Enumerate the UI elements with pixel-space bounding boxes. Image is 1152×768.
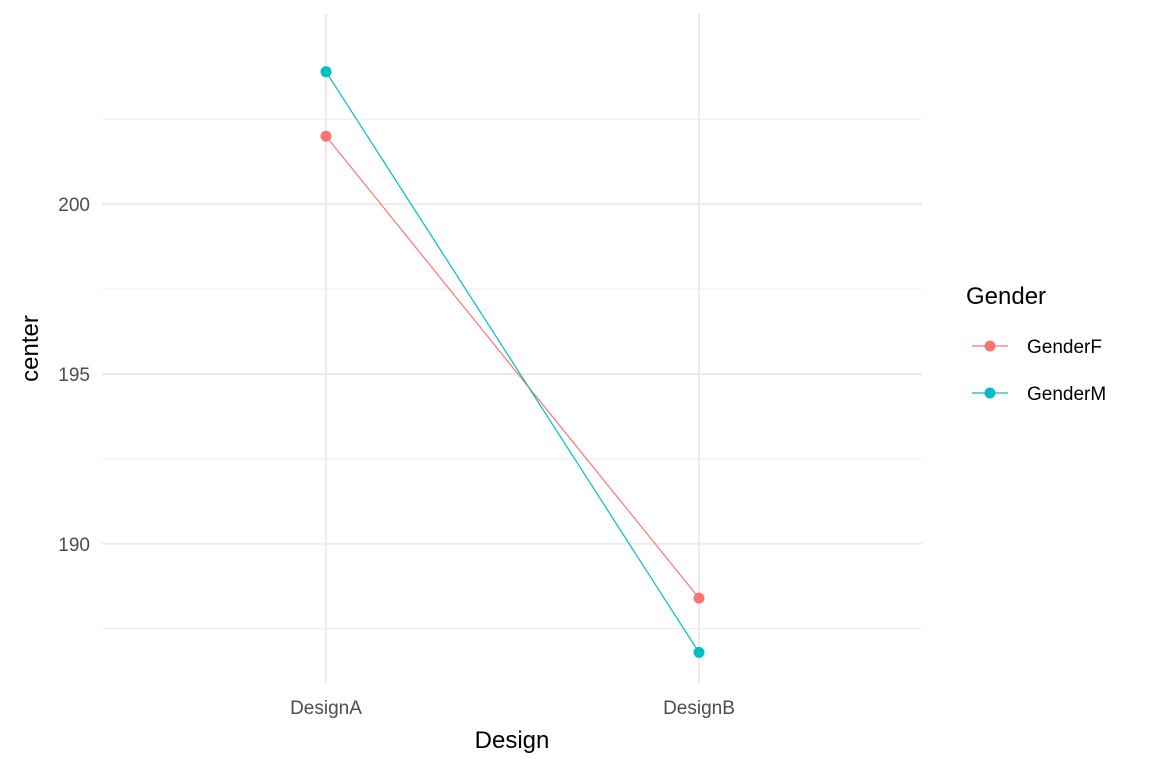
legend-key-point xyxy=(984,387,996,399)
legend-label: GenderF xyxy=(1027,337,1102,358)
legend-key-point xyxy=(984,340,996,352)
legend-title: Gender xyxy=(966,283,1046,310)
y-tick-label: 195 xyxy=(58,365,90,386)
data-point-GenderM xyxy=(693,646,705,658)
y-tick-label: 200 xyxy=(58,195,90,216)
y-axis-title: center xyxy=(17,315,44,382)
series-line-GenderF xyxy=(325,135,700,599)
legend: Gender GenderF GenderM xyxy=(966,283,1106,405)
x-tick-label: DesignB xyxy=(663,698,735,719)
legend-items: GenderF GenderM xyxy=(972,337,1106,405)
x-axis-title: Design xyxy=(475,727,550,754)
data-point-GenderF xyxy=(320,130,332,142)
grid-lines xyxy=(102,14,922,683)
data-point-GenderF xyxy=(693,592,705,604)
axes: 190 195 200 DesignA DesignB xyxy=(58,195,735,719)
y-tick-label: 190 xyxy=(58,535,90,556)
legend-label: GenderM xyxy=(1027,384,1106,405)
series-layer xyxy=(320,66,705,658)
data-point-GenderM xyxy=(320,66,332,78)
x-tick-label: DesignA xyxy=(290,698,362,719)
series-line-GenderM xyxy=(325,71,700,653)
